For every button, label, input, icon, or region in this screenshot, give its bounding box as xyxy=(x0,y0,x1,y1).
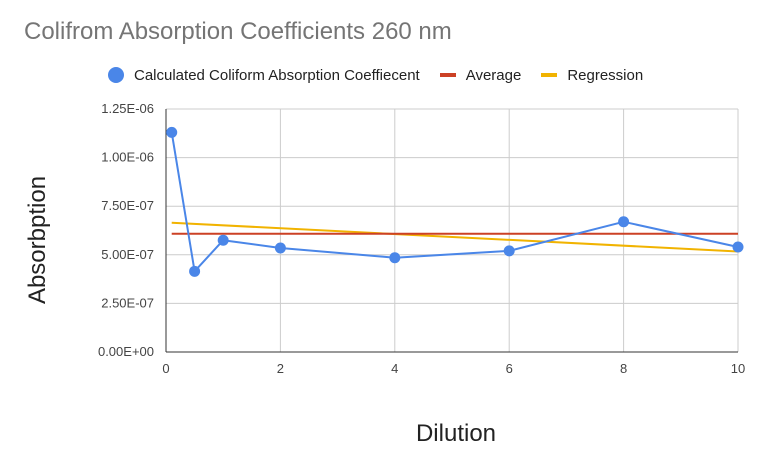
y-tick-label: 1.00E-06 xyxy=(101,150,154,165)
grid-layer xyxy=(166,108,739,352)
legend-item-average: Average xyxy=(439,66,522,84)
x-axis-label: Dilution xyxy=(415,420,497,447)
data-point xyxy=(389,252,401,264)
series-line-calculated xyxy=(170,132,739,273)
data-point xyxy=(217,234,229,246)
legend-swatch-regression xyxy=(541,73,558,77)
chart-legend: Calculated Coliform Absorption Coeffiece… xyxy=(108,64,643,86)
chart-title: Colifrom Absorption Coefficients 260 nm xyxy=(24,18,452,45)
x-tick-label: 10 xyxy=(731,361,745,376)
series-layer xyxy=(170,132,739,273)
y-tick-label: 2.50E-07 xyxy=(101,295,154,310)
x-tick-label: 8 xyxy=(620,361,627,376)
axis-layer: 0.00E+00 2.50E-07 5.00E-07 7.50E-07 1.00E-06… xyxy=(98,101,745,376)
legend-label-calculated: Calculated Coliform Absorption Coeffiece… xyxy=(134,66,420,84)
x-tick-label: 2 xyxy=(277,361,284,376)
y-tick-label: 5.00E-07 xyxy=(101,247,154,262)
y-tick-label: 7.50E-07 xyxy=(101,198,154,213)
series-line-regression xyxy=(171,221,739,253)
x-tick-label: 4 xyxy=(391,361,398,376)
data-point xyxy=(166,126,178,138)
legend-label-regression: Regression xyxy=(567,66,644,84)
data-point xyxy=(503,245,515,257)
legend-item-regression: Regression xyxy=(541,67,643,84)
data-point xyxy=(274,242,286,254)
x-tick-label: 0 xyxy=(162,361,169,376)
data-point xyxy=(618,216,630,228)
marker-layer xyxy=(166,126,744,277)
data-point xyxy=(189,265,201,277)
legend-label-average: Average xyxy=(465,66,522,84)
y-tick-label: 1.25E-06 xyxy=(101,101,154,116)
legend-swatch-calculated xyxy=(108,67,124,83)
y-tick-label: 0.00E+00 xyxy=(98,344,154,359)
data-point xyxy=(732,241,744,253)
legend-item-calculated: Calculated Coliform Absorption Coeffiece… xyxy=(108,67,420,84)
x-tick-label: 6 xyxy=(506,361,513,376)
legend-swatch-average xyxy=(439,73,456,77)
